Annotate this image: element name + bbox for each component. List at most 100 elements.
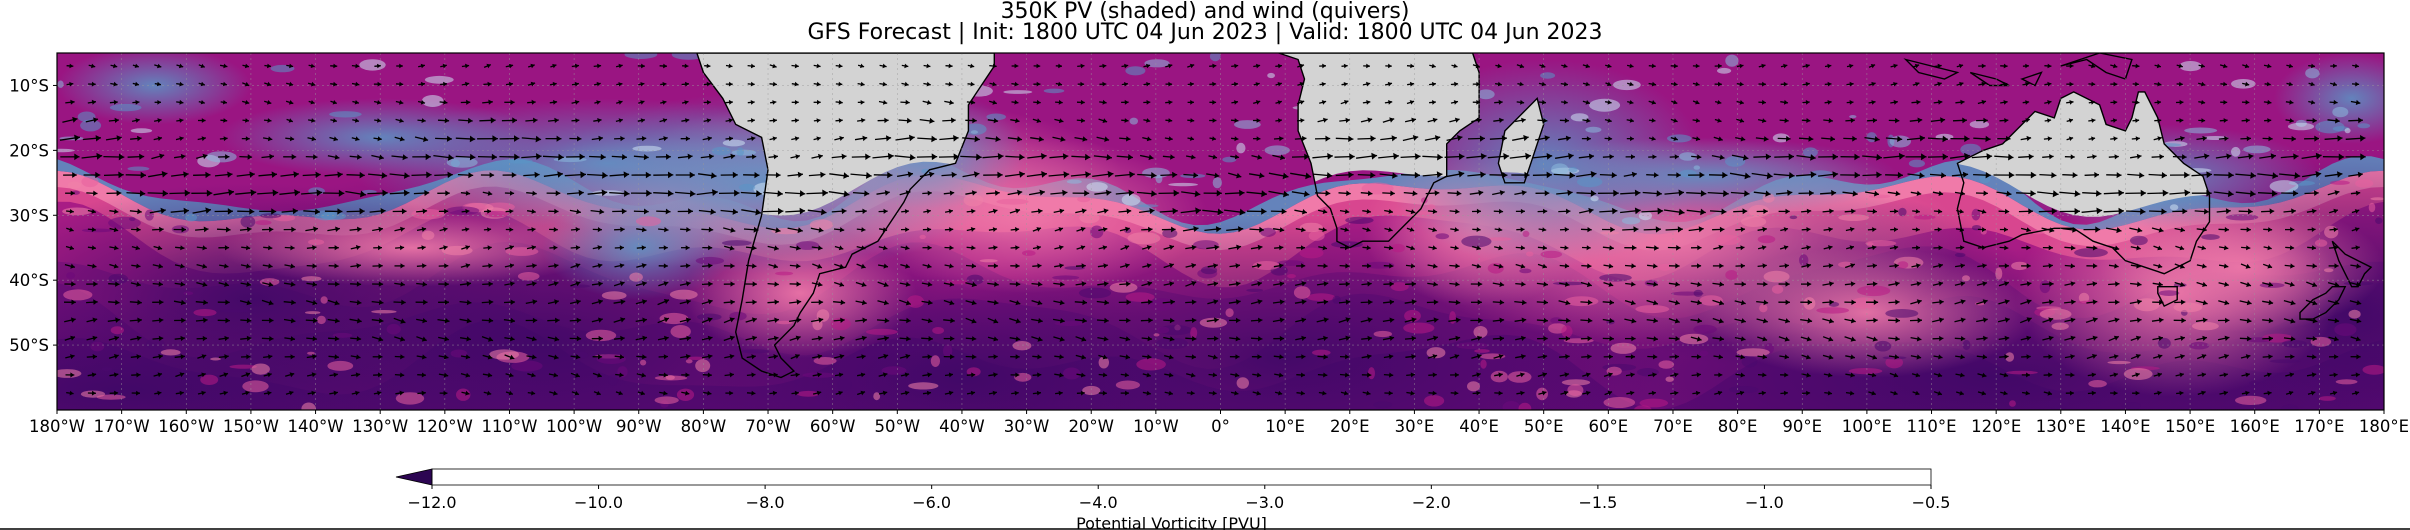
pv-speckle [2074, 248, 2108, 258]
wind-arrowhead [732, 208, 738, 215]
wind-arrowhead [1299, 82, 1304, 87]
wind-arrowhead [1235, 281, 1241, 287]
wind-arrowhead [640, 100, 645, 105]
wind-arrowhead [751, 136, 756, 142]
wind-arrowhead [883, 263, 888, 269]
wind-arrowhead [2026, 245, 2031, 251]
wind-arrowhead [180, 245, 185, 251]
wind-arrowhead [575, 281, 581, 287]
wind-arrowhead [1654, 245, 1659, 251]
wind-arrowhead [178, 63, 184, 69]
pv-speckle [505, 247, 539, 256]
wind-arrowhead [179, 81, 184, 87]
wind-arrowhead [1129, 171, 1135, 178]
wind-arrowhead [2112, 118, 2117, 123]
wind-arrowhead [2136, 245, 2141, 251]
wind-arrowhead [2312, 263, 2317, 269]
wind-arrowhead [2355, 190, 2361, 196]
wind-arrowhead [1673, 63, 1678, 69]
pv-speckle [1577, 176, 1603, 188]
wind-arrowhead [2246, 245, 2251, 251]
wind-arrowhead [1524, 171, 1530, 179]
wind-arrowhead [2269, 208, 2275, 215]
wind-arrowhead [1014, 99, 1019, 105]
wind-arrowhead [1564, 281, 1570, 287]
wind-arrowhead [2004, 208, 2010, 215]
wind-arrowhead [1149, 208, 1155, 214]
wind-arrowhead [1893, 245, 1899, 251]
pv-speckle [1610, 342, 1637, 354]
wind-arrowhead [246, 300, 252, 306]
wind-arrowhead [2135, 81, 2139, 87]
wind-arrowhead [1631, 171, 1637, 178]
wind-arrowhead [113, 63, 118, 69]
pv-speckle [307, 351, 315, 355]
wind-arrowhead [1744, 190, 1750, 197]
wind-arrowhead [1325, 135, 1331, 142]
wind-arrowhead [1299, 100, 1305, 105]
wind-arrowhead [706, 118, 711, 123]
wind-arrowhead [976, 153, 982, 161]
pv-speckle [450, 349, 468, 358]
wind-arrowhead [1675, 263, 1680, 269]
wind-arrowhead [949, 190, 955, 196]
wind-arrowhead [1238, 226, 1244, 233]
wind-arrowhead [732, 171, 738, 179]
wind-arrowhead [1168, 118, 1173, 123]
wind-arrowhead [2095, 226, 2101, 233]
wind-arrowhead [1564, 118, 1569, 124]
wind-arrowhead [1371, 152, 1378, 160]
wind-arrowhead [2360, 153, 2366, 161]
pv-speckle [200, 374, 219, 385]
wind-arrowhead [552, 81, 557, 87]
wind-arrowhead [1259, 226, 1264, 233]
wind-arrowhead [643, 154, 649, 161]
pv-speckle [1502, 401, 1521, 410]
wind-arrowhead [2290, 263, 2295, 269]
wind-arrowhead [1062, 189, 1068, 196]
pv-speckle [2005, 352, 2015, 362]
wind-arrowhead [909, 134, 915, 142]
wind-arrowhead [1651, 81, 1656, 87]
wind-arrowhead [402, 154, 408, 161]
wind-arrowhead [864, 190, 870, 197]
wind-arrowhead [1321, 100, 1327, 105]
wind-arrowhead [664, 227, 669, 233]
pv-speckle [1052, 275, 1080, 280]
wind-arrowhead [509, 263, 514, 269]
wind-arrowhead [1986, 153, 1993, 160]
wind-arrowhead [1697, 281, 1702, 287]
wind-arrowhead [1255, 100, 1261, 105]
wind-arrowhead [1102, 118, 1108, 123]
pv-speckle [1679, 152, 1697, 161]
wind-arrowhead [1387, 81, 1392, 87]
wind-arrowhead [316, 189, 323, 197]
wind-arrowhead [575, 263, 581, 268]
wind-arrowhead [1806, 227, 1811, 232]
pv-speckle [601, 291, 627, 300]
wind-arrowhead [2337, 135, 2343, 142]
pv-speckle [1252, 261, 1281, 270]
wind-arrowhead [1366, 100, 1371, 105]
wind-arrowhead [1962, 117, 1967, 124]
wind-arrowhead [686, 299, 691, 305]
wind-arrowhead [1457, 135, 1463, 141]
pv-speckle [1212, 177, 1222, 189]
pv-speckle [2006, 370, 2038, 375]
pv-speckle [421, 95, 444, 107]
wind-arrowhead [1740, 136, 1746, 142]
wind-arrowhead [1523, 135, 1529, 142]
wind-arrowhead [159, 299, 164, 305]
wind-arrowhead [200, 81, 205, 87]
wind-arrowhead [949, 300, 955, 306]
wind-arrowhead [1411, 299, 1417, 305]
pv-speckle [260, 213, 281, 219]
wind-arrowhead [312, 281, 317, 287]
wind-arrowhead [157, 245, 163, 251]
wind-arrowhead [1080, 99, 1085, 105]
wind-arrowhead [796, 299, 802, 305]
wind-arrowhead [866, 172, 872, 179]
pv-speckle [1898, 207, 1907, 217]
wind-arrowhead [1278, 118, 1282, 123]
wind-arrowhead [1851, 208, 1856, 214]
